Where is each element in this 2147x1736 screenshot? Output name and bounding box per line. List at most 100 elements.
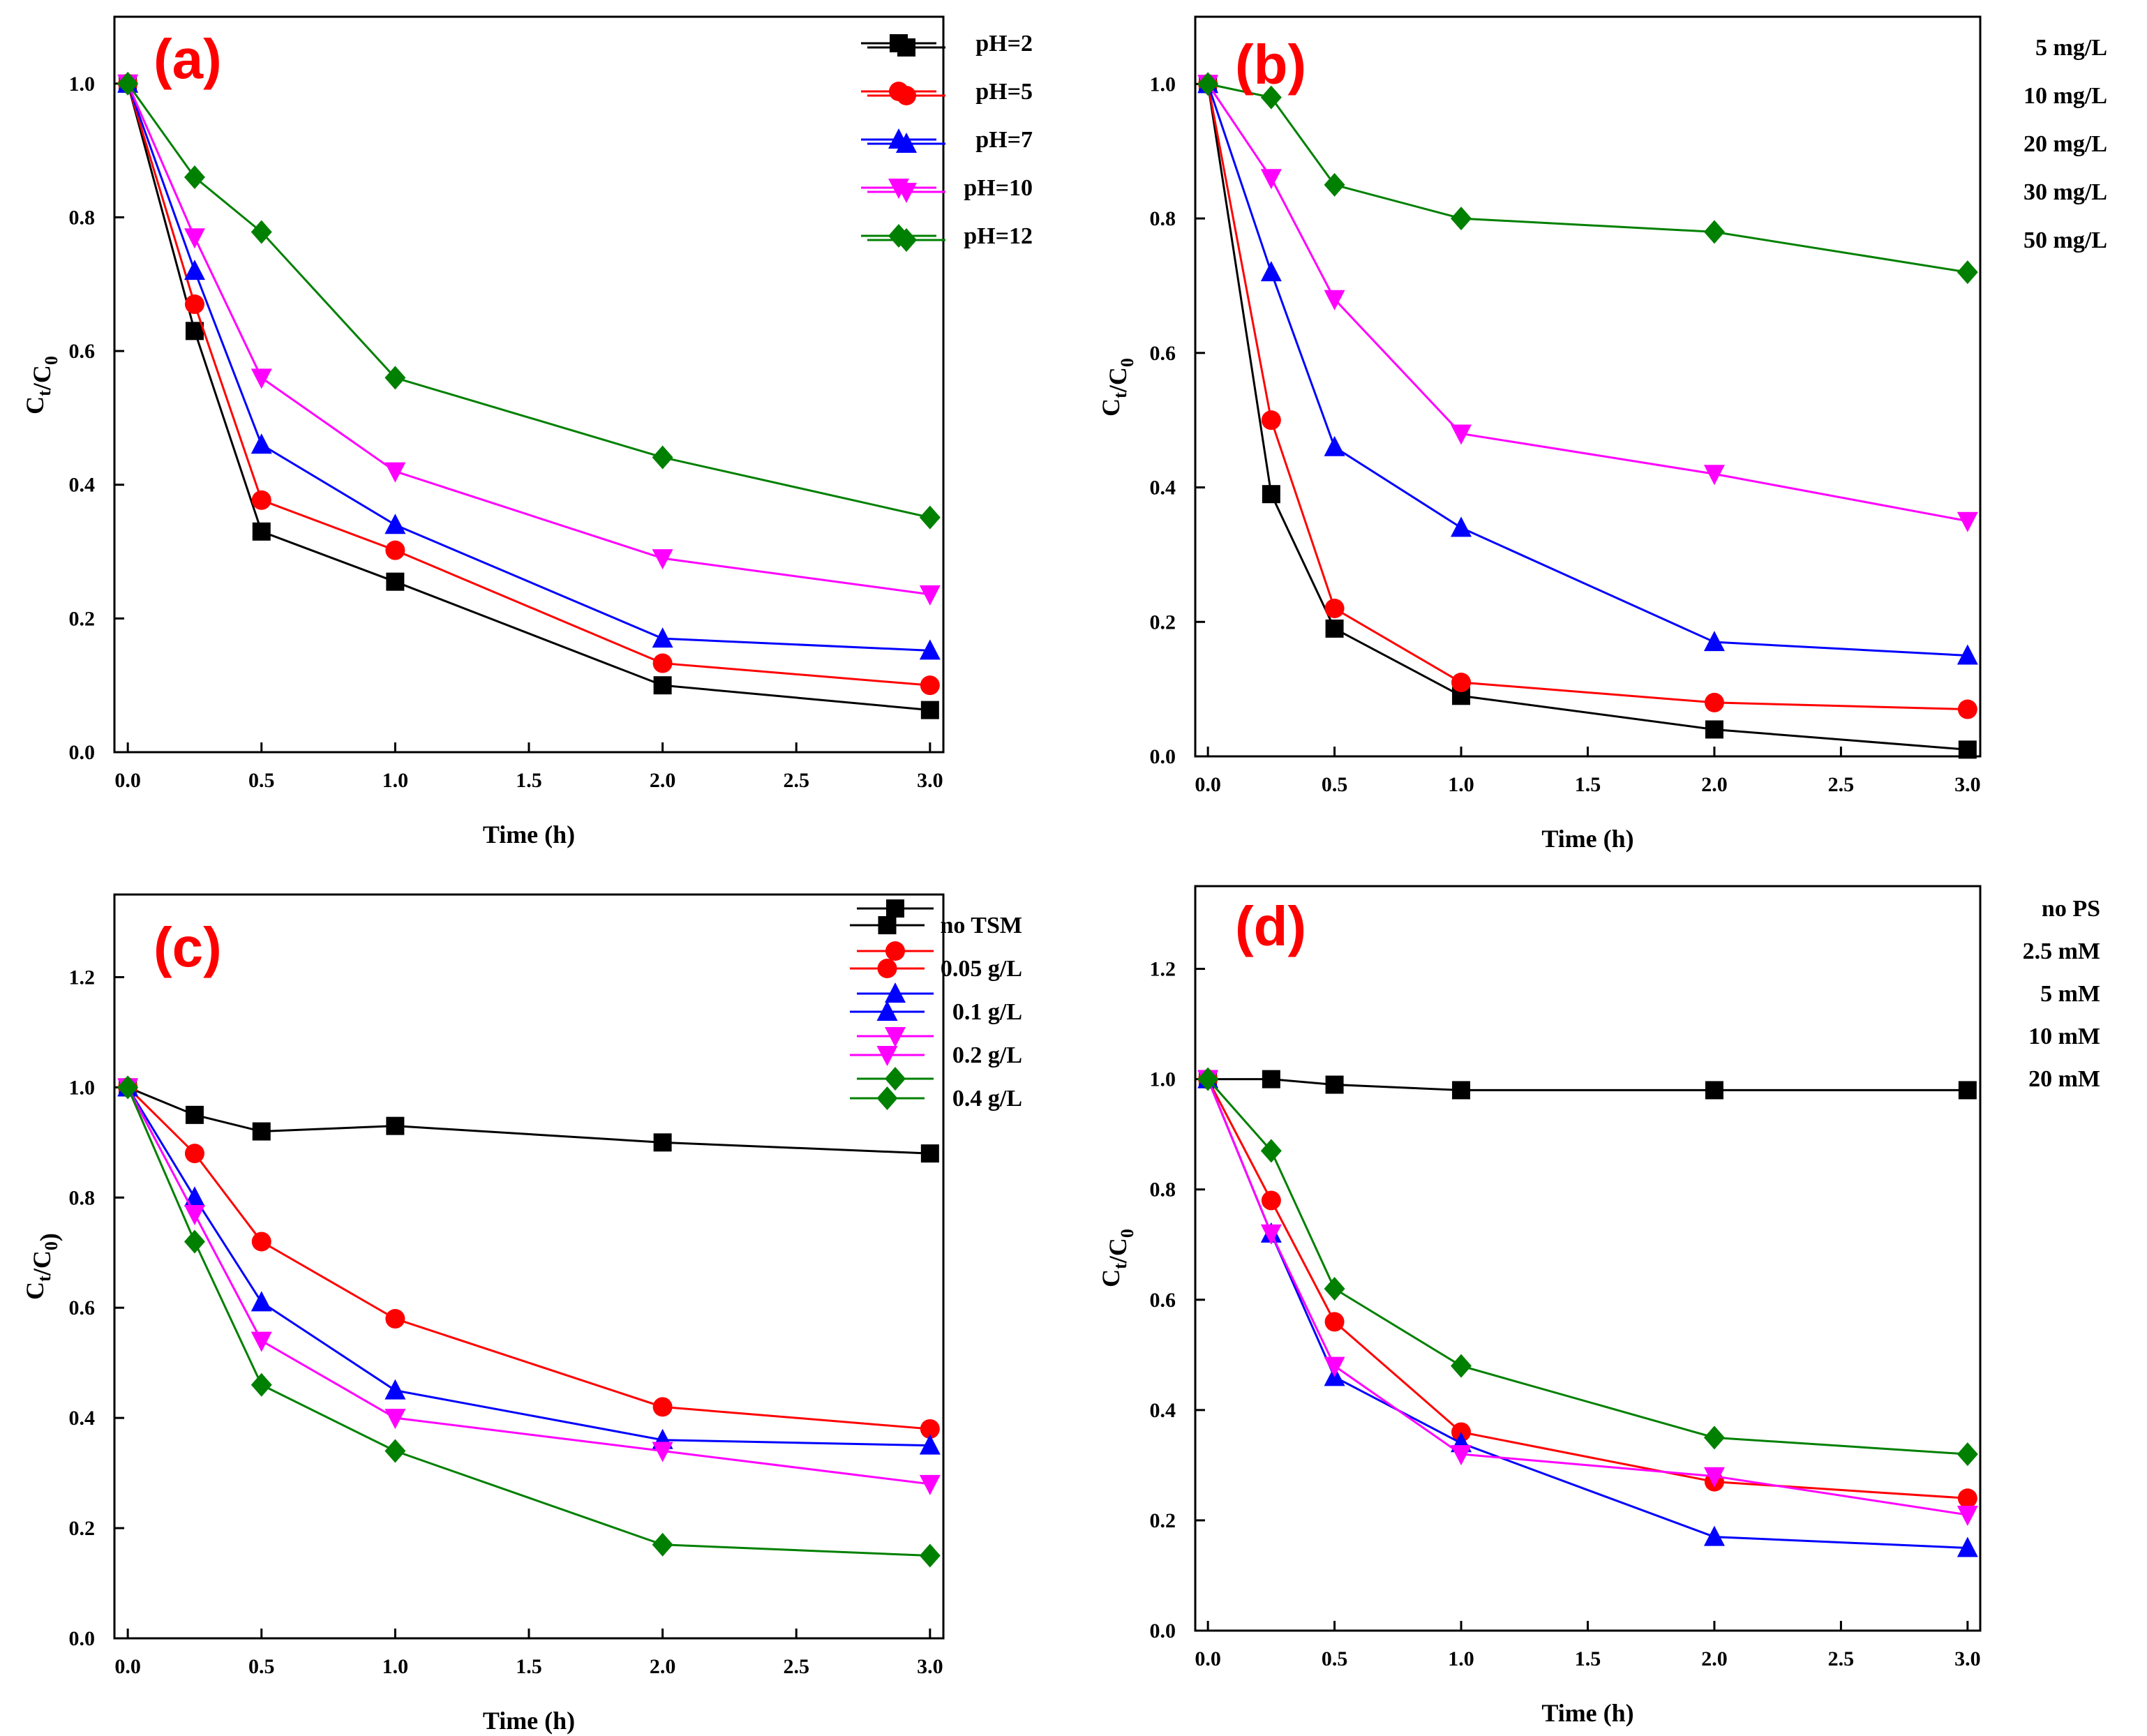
chart-d-data-point	[1957, 1488, 1977, 1509]
chart-d-legend-marker	[885, 1027, 906, 1047]
chart-c-data-point	[386, 1116, 405, 1135]
chart-b-data-point	[1325, 619, 1344, 638]
chart-b-legend-label: 30 mg/L	[2023, 179, 2107, 205]
chart-d-x-tick-label: 1.0	[1448, 1647, 1474, 1670]
chart-a-series-3	[117, 72, 941, 660]
chart-c-series-4	[117, 1078, 941, 1495]
chart-d-data-point	[1703, 1467, 1725, 1488]
chart-c-series-line	[126, 1086, 930, 1447]
chart-d-data-point	[1705, 1081, 1723, 1100]
chart-a-data-point	[384, 514, 406, 534]
chart-c-legend-label: 0.05 g/L	[941, 956, 1022, 982]
chart-b-data-point	[1957, 511, 1978, 532]
chart-c-data-point	[653, 1133, 672, 1152]
chart-c-data-point	[652, 1397, 673, 1417]
chart-d-data-point	[1197, 1067, 1219, 1091]
chart-b-data-point	[1260, 169, 1282, 190]
chart-a-series-line	[126, 83, 930, 652]
chart-d-legend-marker	[886, 899, 904, 918]
chart-b-x-tick-label: 0.5	[1322, 773, 1348, 796]
chart-a-data-point	[652, 445, 673, 470]
chart-b-data-point	[1957, 644, 1978, 665]
chart-c-data-point	[384, 1439, 406, 1463]
chart-a-panel-label: (a)	[154, 28, 222, 90]
chart-a-data-point	[250, 433, 272, 454]
chart-b-series-line	[1207, 82, 1968, 274]
chart-b-data-point	[1262, 485, 1280, 504]
chart-a-x-tick-label: 2.5	[783, 769, 809, 792]
chart-d-legend-marker	[885, 941, 905, 961]
chart-b-data-point	[1260, 85, 1282, 110]
chart-c-legend-label: 0.4 g/L	[952, 1086, 1022, 1112]
chart-d-data-point	[1324, 1276, 1345, 1301]
chart-c-data-point	[117, 1075, 139, 1100]
chart-c-x-tick-label: 0.5	[248, 1655, 275, 1678]
chart-a-data-point	[652, 549, 673, 570]
chart-d-legend-marker	[885, 982, 906, 1003]
chart-a-data-point	[920, 701, 939, 719]
chart-a-data-point	[184, 228, 205, 249]
chart-c-data-point	[384, 1409, 406, 1430]
chart-d-y-tick-label: 1.2	[1150, 958, 1176, 981]
chart-c-x-tick-label: 1.5	[516, 1655, 542, 1678]
chart-d-panel-label: (d)	[1235, 895, 1306, 957]
chart-d-legend-label: 5 mM	[2040, 981, 2100, 1007]
chart-b-y-tick-label: 1.0	[1150, 73, 1176, 96]
chart-a-y-tick-label: 0.4	[69, 474, 96, 497]
chart-b-data-point	[1704, 692, 1724, 712]
chart-d-x-tick-label: 2.0	[1701, 1647, 1728, 1670]
chart-a-series-1	[119, 74, 939, 719]
chart-b-data-point	[1703, 220, 1725, 244]
chart-b-legend-label: 5 mg/L	[2035, 35, 2107, 61]
chart-c-series-3	[117, 1076, 941, 1455]
chart-c-data-point	[652, 1532, 673, 1557]
chart-c-data-point	[184, 1186, 205, 1207]
chart-d-x-tick-label: 0.0	[1195, 1647, 1221, 1670]
chart-a-y-tick-label: 0.6	[69, 340, 96, 363]
chart-d-x-tick-label: 0.5	[1322, 1647, 1348, 1670]
chart-a-legend: pH=2 pH=5 pH=7 pH=10 pH=12	[861, 31, 1033, 249]
chart-c-y-tick-label: 0.6	[69, 1296, 96, 1319]
chart-a-data-point	[919, 585, 941, 606]
chart-c-legend-marker	[876, 1001, 898, 1021]
chart-d-series-line	[1208, 1078, 1968, 1091]
chart-a-series-line	[126, 83, 930, 712]
chart-d-data-point	[1324, 1356, 1345, 1377]
chart-d-y-tick-label: 1.0	[1150, 1068, 1176, 1091]
chart-a-legend-label: pH=2	[975, 31, 1033, 57]
chart-a-series-line	[126, 83, 931, 596]
chart-d-data-point	[1958, 1081, 1977, 1100]
chart-c-legend-marker	[876, 1086, 898, 1110]
chart-d-y-tick-label: 0.2	[1150, 1509, 1176, 1532]
chart-c-data-point	[919, 1474, 941, 1495]
chart-d-legend-marker	[885, 1067, 906, 1091]
chart-a-data-point	[919, 639, 941, 660]
chart-c-data-point	[184, 1204, 205, 1225]
chart-d-series-3	[1197, 1068, 1978, 1557]
chart-b-series-line	[1206, 84, 1968, 751]
chart-c-x-axis-title: Time (h)	[483, 1707, 575, 1735]
chart-c-series-2	[118, 1077, 940, 1439]
chart-b-x-tick-label: 0.0	[1195, 773, 1221, 796]
chart-a-x-axis-title: Time (h)	[483, 821, 575, 848]
chart-a-data-point	[184, 260, 205, 280]
chart-c-data-point	[920, 1419, 940, 1439]
chart-c-data-point	[185, 1105, 204, 1124]
chart-b-series-1	[1199, 75, 1977, 759]
chart-c-y-tick-label: 0.0	[69, 1627, 96, 1650]
chart-d-data-point	[1451, 1445, 1472, 1466]
chart-d-data-point	[1325, 1075, 1344, 1094]
chart-c-y-axis-title: Ct/C0)	[21, 1233, 63, 1300]
chart-b-x-tick-label: 2.5	[1828, 773, 1855, 796]
chart-d-data-point	[1703, 1525, 1725, 1546]
chart-b-data-point	[1705, 720, 1723, 739]
chart-c-series-line	[126, 1086, 930, 1557]
chart-b-legend-label: 50 mg/L	[2023, 227, 2107, 253]
chart-b-data-point	[1703, 465, 1725, 486]
chart-d-data-point	[1260, 1139, 1282, 1163]
chart-b-series-line	[1206, 83, 1968, 657]
chart-a-data-point	[386, 572, 405, 591]
chart-a-series-line	[126, 82, 931, 519]
chart-b-y-tick-label: 0.6	[1150, 342, 1176, 365]
chart-c-y-tick-label: 1.0	[69, 1076, 96, 1099]
